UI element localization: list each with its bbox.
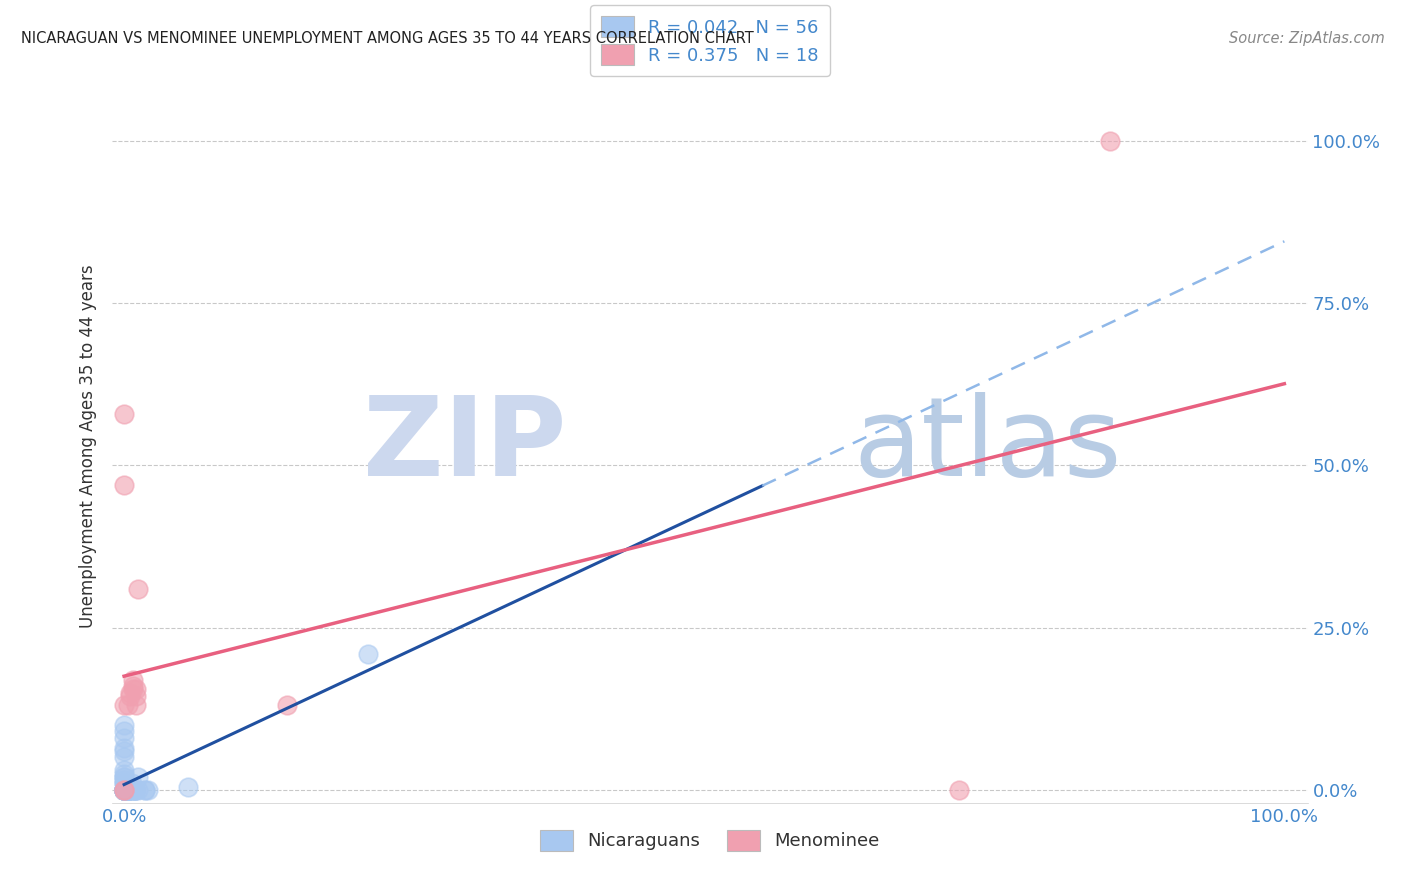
Point [125,698,148,713]
Point [112,782,135,797]
Point [112,770,135,784]
Point [112,782,135,797]
Y-axis label: Unemployment Among Ages 35 to 44 years: Unemployment Among Ages 35 to 44 years [79,264,97,628]
Point [115,782,138,797]
Point [112,782,135,797]
Text: Source: ZipAtlas.com: Source: ZipAtlas.com [1229,31,1385,46]
Point [122,782,145,797]
Point [112,782,135,797]
Point [112,782,135,797]
Point [125,682,148,697]
Point [122,679,145,693]
Point [177,780,200,794]
Point [112,782,135,797]
Point [948,782,970,797]
Point [118,782,141,797]
Point [112,782,135,797]
Point [112,478,135,492]
Point [134,782,156,797]
Point [112,782,135,797]
Point [117,782,139,797]
Point [118,782,141,797]
Point [112,782,135,797]
Point [112,744,135,758]
Point [118,782,141,797]
Point [112,782,135,797]
Point [112,782,135,797]
Point [112,698,135,713]
Text: atlas: atlas [853,392,1122,500]
Point [112,782,135,797]
Point [122,782,145,797]
Point [124,782,146,797]
Point [124,782,146,797]
Point [118,689,141,703]
Point [112,407,135,421]
Point [112,782,135,797]
Point [112,782,135,797]
Point [112,740,135,755]
Point [112,782,135,797]
Point [112,764,135,778]
Point [118,782,141,797]
Point [118,782,141,797]
Point [127,582,149,596]
Point [112,776,135,790]
Point [112,718,135,732]
Point [124,782,146,797]
Point [112,770,135,784]
Point [134,782,156,797]
Text: ZIP: ZIP [363,392,567,500]
Text: NICARAGUAN VS MENOMINEE UNEMPLOYMENT AMONG AGES 35 TO 44 YEARS CORRELATION CHART: NICARAGUAN VS MENOMINEE UNEMPLOYMENT AMO… [21,31,754,46]
Point [112,766,135,780]
Point [112,773,135,788]
Point [112,782,135,797]
Point [122,682,145,697]
Point [127,782,149,797]
Point [121,776,143,790]
Point [122,673,145,687]
Point [127,770,149,784]
Point [138,782,160,797]
Point [112,776,135,790]
Point [112,731,135,745]
Point [112,750,135,764]
Point [125,689,148,703]
Point [112,782,135,797]
Point [124,782,146,797]
Point [117,698,139,713]
Point [118,782,141,797]
Point [357,647,380,661]
Point [118,685,141,699]
Point [1099,134,1122,148]
Point [112,782,135,797]
Legend: Nicaraguans, Menominee: Nicaraguans, Menominee [533,822,887,858]
Point [112,782,135,797]
Point [276,698,298,713]
Point [112,724,135,739]
Point [118,782,141,797]
Point [112,782,135,797]
Point [112,782,135,797]
Point [112,782,135,797]
